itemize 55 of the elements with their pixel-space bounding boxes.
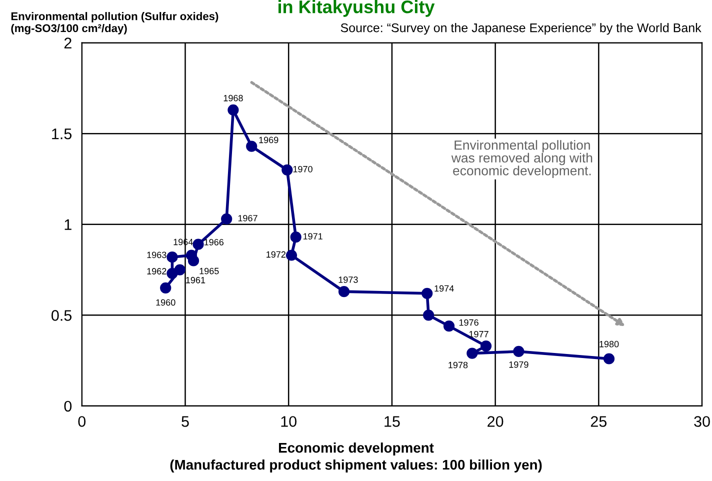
- point: [188, 255, 200, 266]
- annotation: 1960: [156, 299, 176, 306]
- point: [221, 213, 232, 224]
- annotation: 1980: [600, 340, 619, 348]
- y-tick-label: 1.5: [52, 128, 72, 140]
- annotation: 1961: [186, 276, 206, 284]
- point: [166, 252, 178, 263]
- y-axis-title: Environmental pollution (Sulfur oxides) (mg-SO3/100 cm²/day): [11, 12, 218, 34]
- point: [443, 320, 455, 332]
- annotation: 1971: [303, 233, 322, 240]
- annotation: 1976: [459, 319, 478, 326]
- point: [466, 348, 478, 359]
- x-tick-label: 25: [590, 416, 607, 427]
- point: [228, 104, 239, 116]
- point: [286, 250, 298, 261]
- annotation: 1970: [293, 166, 312, 172]
- point: [480, 340, 492, 352]
- y-tick-label: 1: [64, 219, 72, 230]
- x-tick-label: 15: [384, 416, 400, 427]
- y-tick-label: 0.5: [52, 310, 72, 321]
- point: [603, 353, 615, 364]
- annotation: 1968: [224, 94, 243, 102]
- annotation: 1965: [200, 268, 219, 274]
- annotation: 1969: [259, 136, 278, 144]
- annotation: 1966: [204, 239, 224, 246]
- x-axis-title: Economic development (Manufactured product shipment values: 100 billion yen): [170, 442, 542, 472]
- point: [422, 310, 434, 321]
- y-tick-label: 2: [64, 38, 72, 48]
- x-tick-label: 30: [694, 416, 710, 427]
- annotation: 1977: [469, 330, 488, 338]
- point: [290, 232, 302, 243]
- x-tick-label: 20: [488, 416, 504, 427]
- annotation: 1979: [509, 361, 528, 368]
- x-tick-label: 10: [281, 416, 296, 427]
- annotation: 1972: [266, 251, 286, 258]
- point: [513, 346, 524, 358]
- point: [160, 282, 172, 294]
- point: [246, 140, 258, 152]
- point: [282, 164, 293, 176]
- source-note: Source: “Survey on the Japanese Experience” by the World Bank: [340, 23, 702, 35]
- point: [192, 238, 204, 250]
- x-tick-label: 0: [78, 416, 86, 427]
- annotation: 1974: [434, 285, 454, 292]
- point: [422, 288, 433, 299]
- chart-title: in Kitakyushu City: [278, 0, 435, 17]
- point: [166, 268, 178, 279]
- annotation: 1978: [448, 362, 468, 368]
- annotation: 1963: [147, 252, 166, 258]
- y-tick-label: 0: [64, 400, 72, 412]
- annotation: Environmental pollution was removed along with economic development.: [451, 140, 592, 178]
- annotation: 1967: [238, 214, 258, 222]
- annotation: 1973: [338, 276, 358, 283]
- x-tick-label: 5: [182, 416, 189, 427]
- annotation: 1962: [147, 268, 166, 274]
- point: [338, 286, 350, 298]
